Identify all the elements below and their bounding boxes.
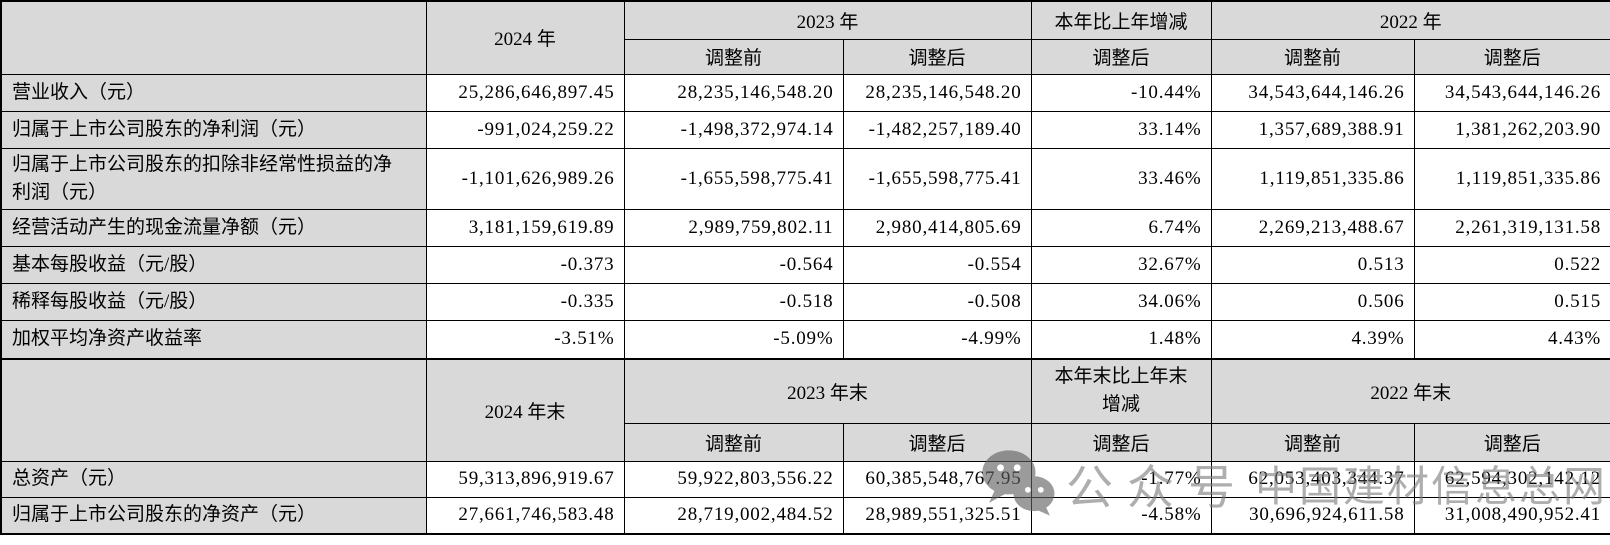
cell-value: -0.373 (425, 245, 625, 284)
cell-value: -0.564 (623, 245, 844, 284)
cell-value: -0.335 (425, 282, 625, 321)
cell-value: 27,661,746,583.48 (425, 496, 625, 535)
column-header-2022: 2022 年 (1210, 0, 1610, 40)
row-label: 加权平均净资产收益率 (0, 319, 427, 360)
cell-value: -0.508 (842, 282, 1032, 321)
cell-value: 2,269,213,488.67 (1210, 208, 1415, 247)
column-header-2022-end: 2022 年末 (1210, 358, 1610, 424)
cell-value: 31,008,490,952.41 (1413, 496, 1610, 535)
table-row: 稀释每股收益（元/股） -0.335 -0.518 -0.508 34.06% … (0, 282, 1610, 321)
cell-value: -4.99% (842, 319, 1032, 360)
cell-value: -1,482,257,189.40 (842, 110, 1032, 149)
cell-value: 28,719,002,484.52 (623, 496, 844, 535)
row-label: 稀释每股收益（元/股） (0, 282, 427, 321)
cell-value: -1,498,372,974.14 (623, 110, 844, 149)
cell-value: -10.44% (1030, 73, 1212, 112)
cell-value: 0.522 (1413, 245, 1610, 284)
column-header-2023: 2023 年 (623, 0, 1032, 40)
table-row: 营业收入（元） 25,286,646,897.45 28,235,146,548… (0, 73, 1610, 112)
cell-value: 4.43% (1413, 319, 1610, 360)
cell-value: 6.74% (1030, 208, 1212, 247)
cell-value: 59,313,896,919.67 (425, 460, 625, 498)
subheader-adjust-post: 调整后 (842, 422, 1032, 462)
cell-value: -4.58% (1030, 496, 1212, 535)
table-row: 归属于上市公司股东的扣除非经常性损益的净利润（元） -1,101,626,989… (0, 147, 1610, 210)
row-label: 归属于上市公司股东的净资产（元） (0, 496, 427, 535)
column-header-2023-end: 2023 年末 (623, 358, 1032, 424)
table-row: 归属于上市公司股东的净利润（元） -991,024,259.22 -1,498,… (0, 110, 1610, 149)
cell-value: 30,696,924,611.58 (1210, 496, 1415, 535)
subheader-adjust-post: 调整后 (1413, 422, 1610, 462)
cell-value: 4.39% (1210, 319, 1415, 360)
row-label: 归属于上市公司股东的扣除非经常性损益的净利润（元） (0, 147, 427, 210)
cell-value: 28,235,146,548.20 (842, 73, 1032, 112)
cell-value: 2,980,414,805.69 (842, 208, 1032, 247)
cell-value: 1,381,262,203.90 (1413, 110, 1610, 149)
cell-value: 33.14% (1030, 110, 1212, 149)
cell-value: 1.48% (1030, 319, 1212, 360)
subheader-adjust-post: 调整后 (842, 38, 1032, 75)
cell-value: 28,235,146,548.20 (623, 73, 844, 112)
row-label: 基本每股收益（元/股） (0, 245, 427, 284)
column-header-change: 本年比上年增减 (1030, 0, 1212, 40)
subheader-adjust-post: 调整后 (1413, 38, 1610, 75)
cell-value: 32.67% (1030, 245, 1212, 284)
cell-value: 34.06% (1030, 282, 1212, 321)
subheader-adjust-post: 调整后 (1030, 422, 1212, 462)
cell-value: 2,989,759,802.11 (623, 208, 844, 247)
row-label: 营业收入（元） (0, 73, 427, 112)
cell-value: 3,181,159,619.89 (425, 208, 625, 247)
cell-value: -1.77% (1030, 460, 1212, 498)
row-label: 归属于上市公司股东的净利润（元） (0, 110, 427, 149)
table-row: 总资产（元） 59,313,896,919.67 59,922,803,556.… (0, 460, 1610, 498)
subheader-adjust-post: 调整后 (1030, 38, 1212, 75)
cell-value: -0.518 (623, 282, 844, 321)
cell-value: 1,119,851,335.86 (1413, 147, 1610, 210)
cell-value: -991,024,259.22 (425, 110, 625, 149)
subheader-adjust-pre: 调整前 (623, 38, 844, 75)
cell-value: 34,543,644,146.26 (1210, 73, 1415, 112)
cell-value: 28,989,551,325.51 (842, 496, 1032, 535)
cell-value: 0.506 (1210, 282, 1415, 321)
table-row: 加权平均净资产收益率 -3.51% -5.09% -4.99% 1.48% 4.… (0, 319, 1610, 360)
subheader-adjust-pre: 调整前 (1210, 38, 1415, 75)
corner-cell (0, 0, 427, 75)
row-label: 总资产（元） (0, 460, 427, 498)
cell-value: 59,922,803,556.22 (623, 460, 844, 498)
cell-value: -0.554 (842, 245, 1032, 284)
corner-cell (0, 358, 427, 462)
cell-value: 2,261,319,131.58 (1413, 208, 1610, 247)
column-header-2024-end: 2024 年末 (425, 358, 625, 462)
column-header-2024: 2024 年 (425, 0, 625, 75)
cell-value: 25,286,646,897.45 (425, 73, 625, 112)
row-label: 经营活动产生的现金流量净额（元） (0, 208, 427, 247)
subheader-adjust-pre: 调整前 (1210, 422, 1415, 462)
cell-value: 62,594,302,142.12 (1413, 460, 1610, 498)
cell-value: 1,357,689,388.91 (1210, 110, 1415, 149)
subheader-adjust-pre: 调整前 (623, 422, 844, 462)
cell-value: 1,119,851,335.86 (1210, 147, 1415, 210)
table-row: 基本每股收益（元/股） -0.373 -0.564 -0.554 32.67% … (0, 245, 1610, 284)
cell-value: -3.51% (425, 319, 625, 360)
cell-value: 62,053,403,344.37 (1210, 460, 1415, 498)
column-header-change-end: 本年末比上年末增减 (1030, 358, 1212, 424)
cell-value: -5.09% (623, 319, 844, 360)
cell-value: 0.515 (1413, 282, 1610, 321)
cell-value: -1,655,598,775.41 (623, 147, 844, 210)
cell-value: 33.46% (1030, 147, 1212, 210)
cell-value: 60,385,548,767.95 (842, 460, 1032, 498)
cell-value: 34,543,644,146.26 (1413, 73, 1610, 112)
table-row: 经营活动产生的现金流量净额（元） 3,181,159,619.89 2,989,… (0, 208, 1610, 247)
table-row: 归属于上市公司股东的净资产（元） 27,661,746,583.48 28,71… (0, 496, 1610, 535)
cell-value: -1,101,626,989.26 (425, 147, 625, 210)
cell-value: 0.513 (1210, 245, 1415, 284)
cell-value: -1,655,598,775.41 (842, 147, 1032, 210)
